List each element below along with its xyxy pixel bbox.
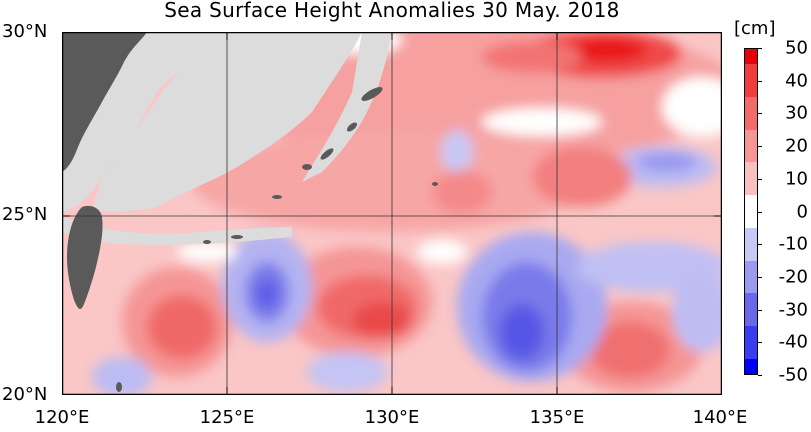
colorbar-tick-label: -30 (778, 299, 808, 321)
colorbar-tick-mark (758, 342, 762, 344)
colorbar-border (744, 48, 758, 375)
colorbar-tick-mark (758, 80, 762, 82)
colorbar-tick-label: 0 (796, 201, 808, 222)
colorbar-tick-label: 20 (785, 135, 808, 157)
colorbar-tick-label: 40 (785, 70, 808, 92)
colorbar-tick-label: -20 (778, 266, 808, 288)
colorbar-tick-label: 30 (785, 102, 808, 124)
colorbar-segment (744, 195, 758, 228)
lat-label-20n: 20°N (2, 384, 48, 405)
colorbar-tick-mark (758, 375, 762, 376)
colorbar-segment (744, 227, 758, 261)
colorbar-tick-label: 50 (785, 37, 808, 59)
colorbar-tick-label: -40 (778, 331, 808, 353)
colorbar-tick-mark (758, 48, 762, 49)
lon-label-125e: 125°E (199, 407, 255, 428)
colorbar-segment (744, 293, 758, 326)
frame-ticks (62, 32, 722, 395)
anomaly-field (92, 32, 722, 395)
lat-label-25n: 25°N (2, 204, 48, 225)
ssh-anomaly-map (62, 32, 722, 395)
colorbar-segment (744, 97, 758, 130)
colorbar-segment (744, 162, 758, 196)
colorbar (744, 48, 758, 375)
no-data-region-ryukyu (302, 32, 392, 182)
colorbar-tick-label: -50 (778, 364, 808, 386)
colorbar-segment (744, 48, 758, 65)
ryukyu-islands (116, 87, 438, 392)
lon-label-120e: 120°E (34, 407, 90, 428)
colorbar-tick-mark (758, 113, 762, 115)
colorbar-segment (744, 358, 758, 375)
lon-label-130e: 130°E (364, 407, 420, 428)
lon-label-135e: 135°E (529, 407, 585, 428)
colorbar-tick-mark (758, 146, 762, 148)
colorbar-tick-label: -10 (778, 233, 808, 255)
colorbar-tick-mark (758, 178, 762, 180)
colorbar-segment (744, 64, 758, 98)
colorbar-tick-mark (758, 309, 762, 311)
colorbar-segment (744, 325, 758, 359)
china-coast-land (62, 32, 147, 172)
colorbar-unit: [cm] (734, 18, 776, 39)
colorbar-tick-mark (758, 211, 762, 213)
colorbar-segment (744, 260, 758, 294)
lon-label-140e: 140°E (692, 407, 748, 428)
taiwan-land (67, 205, 103, 309)
colorbar-tick-mark (758, 244, 762, 246)
colorbar-tick-mark (758, 276, 762, 278)
lat-label-30n: 30°N (2, 21, 48, 42)
graticule (62, 32, 722, 395)
colorbar-segment (744, 129, 758, 163)
map-title: Sea Surface Height Anomalies 30 May. 201… (164, 0, 620, 22)
colorbar-tick-label: 10 (785, 168, 808, 190)
